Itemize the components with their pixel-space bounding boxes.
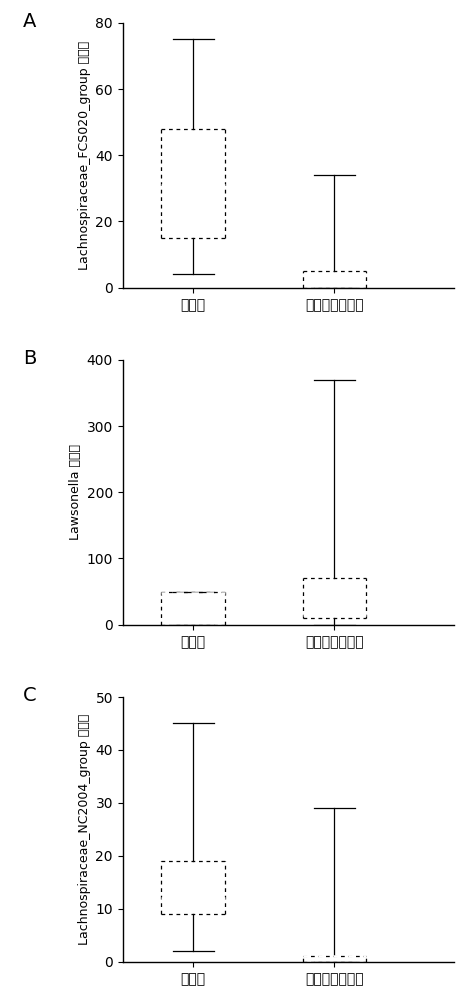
Bar xyxy=(161,592,225,625)
Text: C: C xyxy=(23,686,37,705)
Bar xyxy=(161,129,225,238)
Y-axis label: Lachnospiraceae_NC2004_group 的丰度: Lachnospiraceae_NC2004_group 的丰度 xyxy=(78,714,91,945)
Text: B: B xyxy=(23,349,37,368)
Y-axis label: Lachnospiraceae_FCS020_group 的丰度: Lachnospiraceae_FCS020_group 的丰度 xyxy=(78,41,91,270)
Bar xyxy=(302,956,366,962)
Bar xyxy=(161,861,225,914)
Text: A: A xyxy=(23,12,37,31)
Bar xyxy=(302,578,366,618)
Y-axis label: Lawsonella 的丰度: Lawsonella 的丰度 xyxy=(69,444,82,540)
Bar xyxy=(302,271,366,288)
